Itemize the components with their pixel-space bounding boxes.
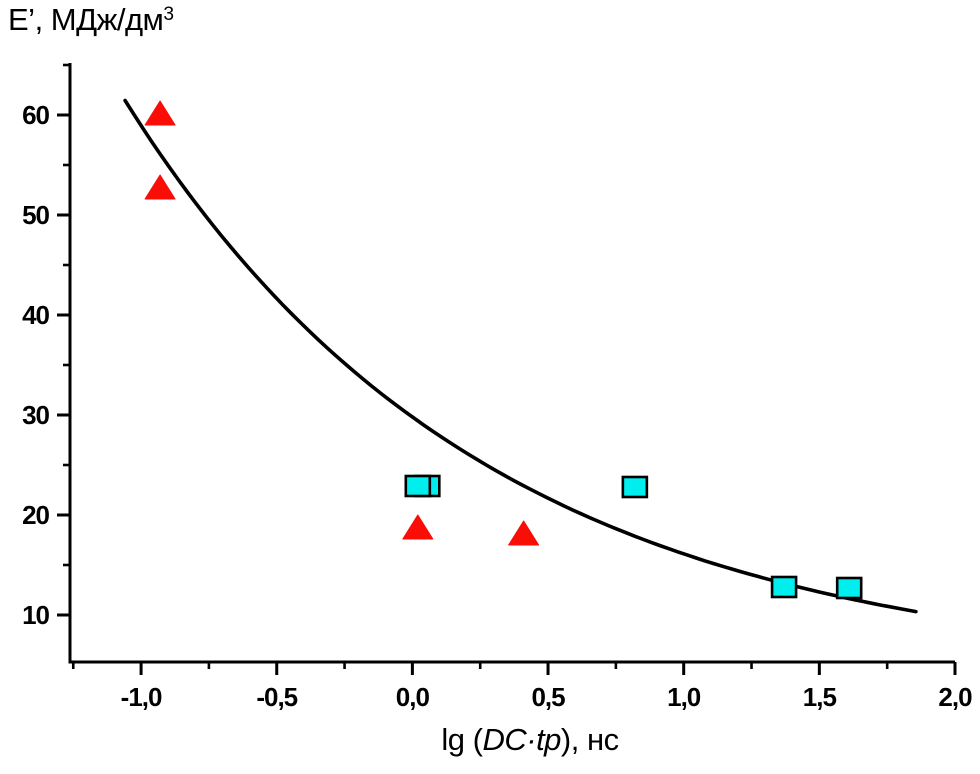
data-point-square: [770, 575, 798, 599]
y-axis-title: E’, МДж/дм3: [8, 2, 174, 38]
y-tick-label: 60: [22, 100, 49, 130]
data-point-triangle: [144, 174, 176, 200]
data-point-triangle: [144, 100, 176, 126]
x-tick-label: 2,0: [938, 682, 972, 712]
y-axis-title-superscript: 3: [163, 4, 174, 25]
data-point-square: [835, 576, 863, 600]
data-point-triangle: [402, 514, 434, 540]
x-tick-label: -0,5: [256, 682, 297, 712]
y-tick-label: 40: [22, 300, 49, 330]
x-tick-label: 1,5: [803, 682, 837, 712]
x-tick-label: 1,0: [667, 682, 701, 712]
x-tick-label: -1,0: [121, 682, 162, 712]
x-axis-title-prefix: lg (: [441, 722, 483, 757]
data-point-square: [404, 474, 432, 498]
y-tick-label: 10: [22, 600, 49, 630]
data-point-square: [621, 475, 649, 499]
x-axis-title-suffix: ), нс: [560, 722, 619, 757]
y-tick-label: 20: [22, 500, 49, 530]
x-tick-label: 0,0: [396, 682, 430, 712]
x-tick-label: 0,5: [531, 682, 565, 712]
x-axis-title: lg (DC·tp), нс: [40, 722, 980, 758]
y-tick-label: 50: [22, 200, 49, 230]
y-axis-title-text: E’, МДж/дм: [8, 2, 164, 37]
axes-frame: [68, 63, 955, 664]
data-point-triangle: [508, 520, 540, 546]
x-axis-title-variable: DC·tp: [482, 722, 561, 757]
y-tick-label: 30: [22, 400, 49, 430]
